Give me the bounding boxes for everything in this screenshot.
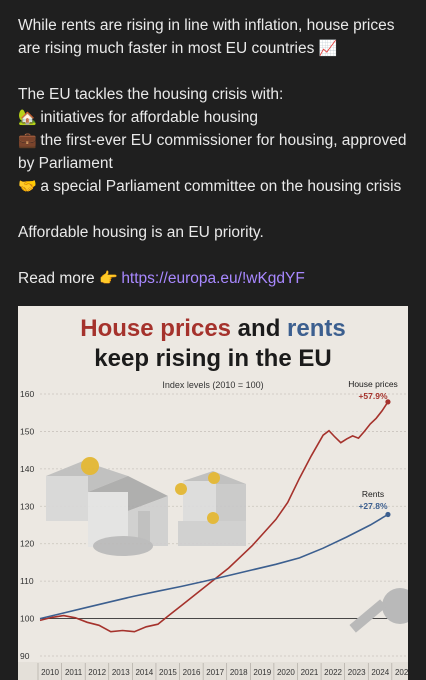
x-tick-label: 2024	[371, 668, 389, 677]
read-more-label: Read more	[18, 270, 95, 287]
house-prices-label: House prices	[348, 379, 398, 389]
bullet-1: initiatives for affordable housing	[40, 109, 259, 126]
y-tick-label: 110	[20, 576, 34, 586]
house-prices-line	[39, 401, 389, 633]
handshake-emoji: 🤝	[18, 178, 37, 195]
y-tick-label: 140	[20, 464, 34, 474]
y-tick-label: 130	[20, 501, 34, 511]
y-tick-label: 150	[20, 426, 34, 436]
x-tick-label: 2015	[159, 668, 177, 677]
briefcase-emoji: 💼	[18, 132, 37, 149]
x-tick-label: 2011	[65, 668, 83, 677]
y-tick-label: 100	[20, 614, 34, 624]
bullet-2: the first-ever EU commissioner for housi…	[18, 132, 407, 172]
x-tick-label: 2012	[88, 668, 106, 677]
x-tick-label: 2018	[230, 668, 248, 677]
x-tick-label: 2013	[112, 668, 130, 677]
rents-change: +27.8%	[358, 501, 388, 511]
chart-title-line-2: keep rising in the EU	[94, 345, 331, 372]
bullet-3: a special Parliament committee on the ho…	[40, 178, 402, 195]
rents-label: Rents	[362, 489, 384, 499]
house-prices-line-end-point	[385, 399, 391, 405]
chart-title-line-1: House prices and rents	[80, 315, 345, 342]
x-tick-label: 2016	[183, 668, 201, 677]
post-closing: Affordable housing is an EU priority.	[18, 224, 264, 241]
y-tick-label: 160	[20, 389, 34, 399]
x-tick-label: 2010	[41, 668, 59, 677]
house-prices-change: +57.9%	[358, 391, 388, 401]
x-axis-band	[18, 662, 408, 680]
chart-up-emoji: 📈	[318, 40, 338, 57]
key-illustration	[349, 588, 408, 633]
rents-line-end-point	[385, 511, 391, 518]
post-intro: The EU tackles the housing crisis with:	[18, 86, 284, 103]
chart-subtitle: Index levels (2010 = 100)	[162, 380, 263, 390]
x-tick-label: 2022	[324, 668, 342, 677]
title-and: and	[231, 315, 287, 342]
rents-line	[39, 513, 389, 620]
line-chart: House prices and rents keep rising in th…	[18, 315, 408, 680]
house-emoji: 🏡	[18, 109, 37, 126]
post-line-1: While rents are rising in line with infl…	[18, 17, 395, 57]
title-rents: rents	[287, 315, 346, 342]
chart-image[interactable]: House prices and rents keep rising in th…	[18, 306, 408, 680]
x-tick-label: 2023	[348, 668, 366, 677]
x-tick-label: 2019	[253, 668, 271, 677]
x-tick-label: 2021	[301, 668, 319, 677]
y-tick-label: 90	[20, 651, 30, 661]
x-tick-label: 2020	[277, 668, 295, 677]
europa-link[interactable]: https://europa.eu/!wKgdYF	[121, 270, 305, 287]
x-tick-label: 2025	[395, 668, 408, 677]
title-house-prices: House prices	[80, 315, 231, 342]
x-tick-label: 2017	[206, 668, 224, 677]
house-illustration	[46, 457, 246, 556]
post-text: While rents are rising in line with infl…	[18, 14, 418, 290]
x-tick-label: 2014	[135, 668, 153, 677]
y-tick-label: 120	[20, 539, 34, 549]
pointing-hand-emoji: 👉	[99, 270, 118, 287]
